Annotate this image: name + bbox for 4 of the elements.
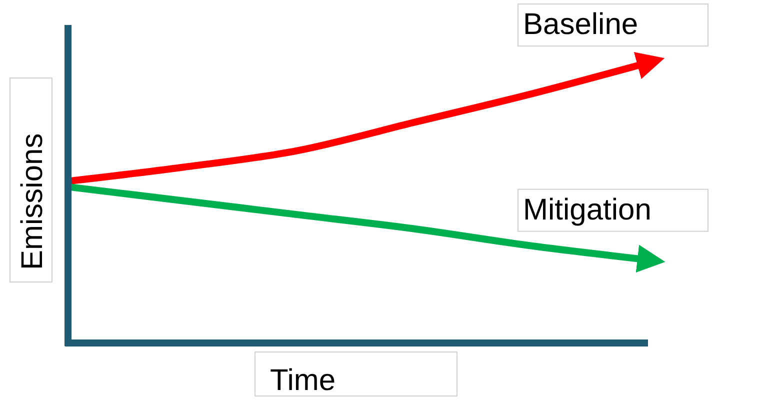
y-axis-title: Emissions <box>16 133 49 270</box>
series-label: Mitigation <box>523 193 652 226</box>
series-label: Baseline <box>523 8 638 42</box>
x-axis-title: Time <box>270 364 336 397</box>
